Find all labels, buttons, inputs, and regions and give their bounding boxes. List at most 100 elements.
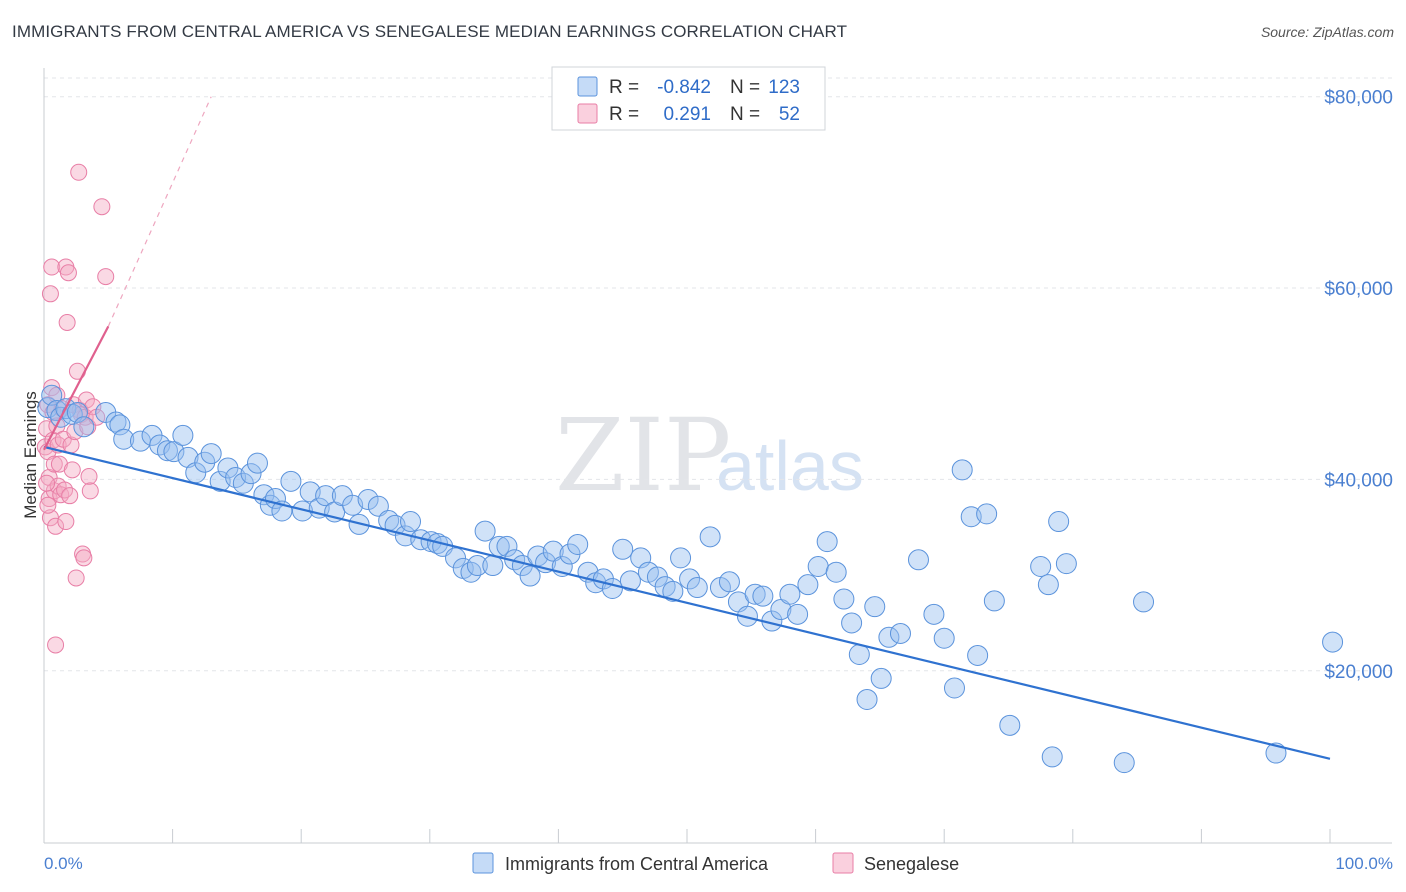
legend-n-value-blue: 123 [768,77,800,98]
data-point [1055,553,1077,575]
data-point [63,461,81,479]
data-point [1037,574,1059,596]
data-point [156,440,178,462]
data-point [67,569,85,587]
data-point [686,577,708,599]
y-tick-label: $20,000 [1324,662,1393,683]
data-point [1322,631,1344,653]
data-point [466,555,488,577]
data-point [58,314,76,332]
data-point [670,547,692,569]
chart-title: IMMIGRANTS FROM CENTRAL AMERICA VS SENEG… [12,22,848,41]
data-point [41,285,59,303]
x-tick-label-max: 100.0% [1335,854,1393,873]
data-point [718,571,740,593]
data-point [951,459,973,481]
data-point [870,667,892,689]
data-point [59,264,77,282]
data-point [280,470,302,492]
data-point [47,636,65,654]
y-tick-label: $40,000 [1324,470,1393,491]
data-point [752,585,774,607]
data-point [999,714,1021,736]
data-point [45,455,63,473]
y-tick-label: $80,000 [1324,88,1393,109]
source-label: Source: ZipAtlas.com [1260,24,1394,40]
data-point [57,513,75,531]
axes [43,68,1392,844]
data-point [841,612,863,634]
data-point [75,549,93,567]
legend-r-value-pink: 0.291 [663,104,711,125]
data-point [833,588,855,610]
bottom-legend: Immigrants from Central America Senegale… [472,852,959,874]
data-point [567,533,589,555]
top-legend: R = -0.842 N = 123 R = 0.291 N = 52 [551,66,826,131]
data-point [612,538,634,560]
data-point [172,424,194,446]
data-point [47,517,65,535]
data-point [367,495,389,517]
data-point [109,414,131,436]
data-point [200,443,222,465]
data-point [66,401,88,423]
data-point [519,565,541,587]
data-point [1041,746,1063,768]
data-point [80,468,98,486]
data-point [79,418,97,436]
data-point [736,605,758,627]
data-point [70,163,88,181]
data-point [84,398,102,416]
legend-swatch-blue [577,76,598,97]
data-point [619,570,641,592]
data-point [496,535,518,557]
data-point [907,549,929,571]
data-point [73,416,95,438]
watermark-atlas: atlas [716,427,864,505]
y-tick-labels: $20,000 $40,000 $60,000 $80,000 [1324,88,1393,683]
data-point [400,511,422,533]
data-point [679,568,701,590]
data-point [816,531,838,553]
data-point [81,482,99,500]
data-point [601,577,623,599]
y-axis-label: Median Earnings [21,391,40,519]
data-point [1265,742,1287,764]
bottom-legend-label-senegalese: Senegalese [864,854,959,874]
data-point [240,463,262,485]
data-point [699,526,721,548]
bottom-legend-label-central-america: Immigrants from Central America [505,854,769,874]
trend-line-senegalese [43,325,110,451]
data-point [848,644,870,666]
y-tick-label: $60,000 [1324,279,1393,300]
data-point [1113,752,1135,774]
legend-n-label-blue: N = [730,77,760,98]
data-point [960,506,982,528]
trend-line-senegalese-extension [107,96,212,327]
data-point [1048,511,1070,533]
data-point [744,583,766,605]
trend-line-central-america [43,445,1331,760]
x-tick-label-min: 0.0% [44,854,83,873]
data-point [983,590,1005,612]
data-point [38,474,56,492]
data-point [933,627,955,649]
data-point [39,496,57,514]
data-point [856,688,878,710]
data-point [662,580,684,602]
data-point [93,198,111,216]
data-point [113,428,135,450]
legend-n-value-pink: 52 [779,104,800,125]
data-point [787,603,809,625]
data-point [797,574,819,596]
data-point [460,561,482,583]
legend-r-label-blue: R = [609,77,639,98]
bottom-legend-swatch-central-america [472,852,494,874]
legend-n-label-pink: N = [730,104,760,125]
data-point [779,583,801,605]
data-point [445,547,467,569]
data-point [194,451,216,473]
legend-r-label-pink: R = [609,104,639,125]
trend-lines [43,96,1331,760]
